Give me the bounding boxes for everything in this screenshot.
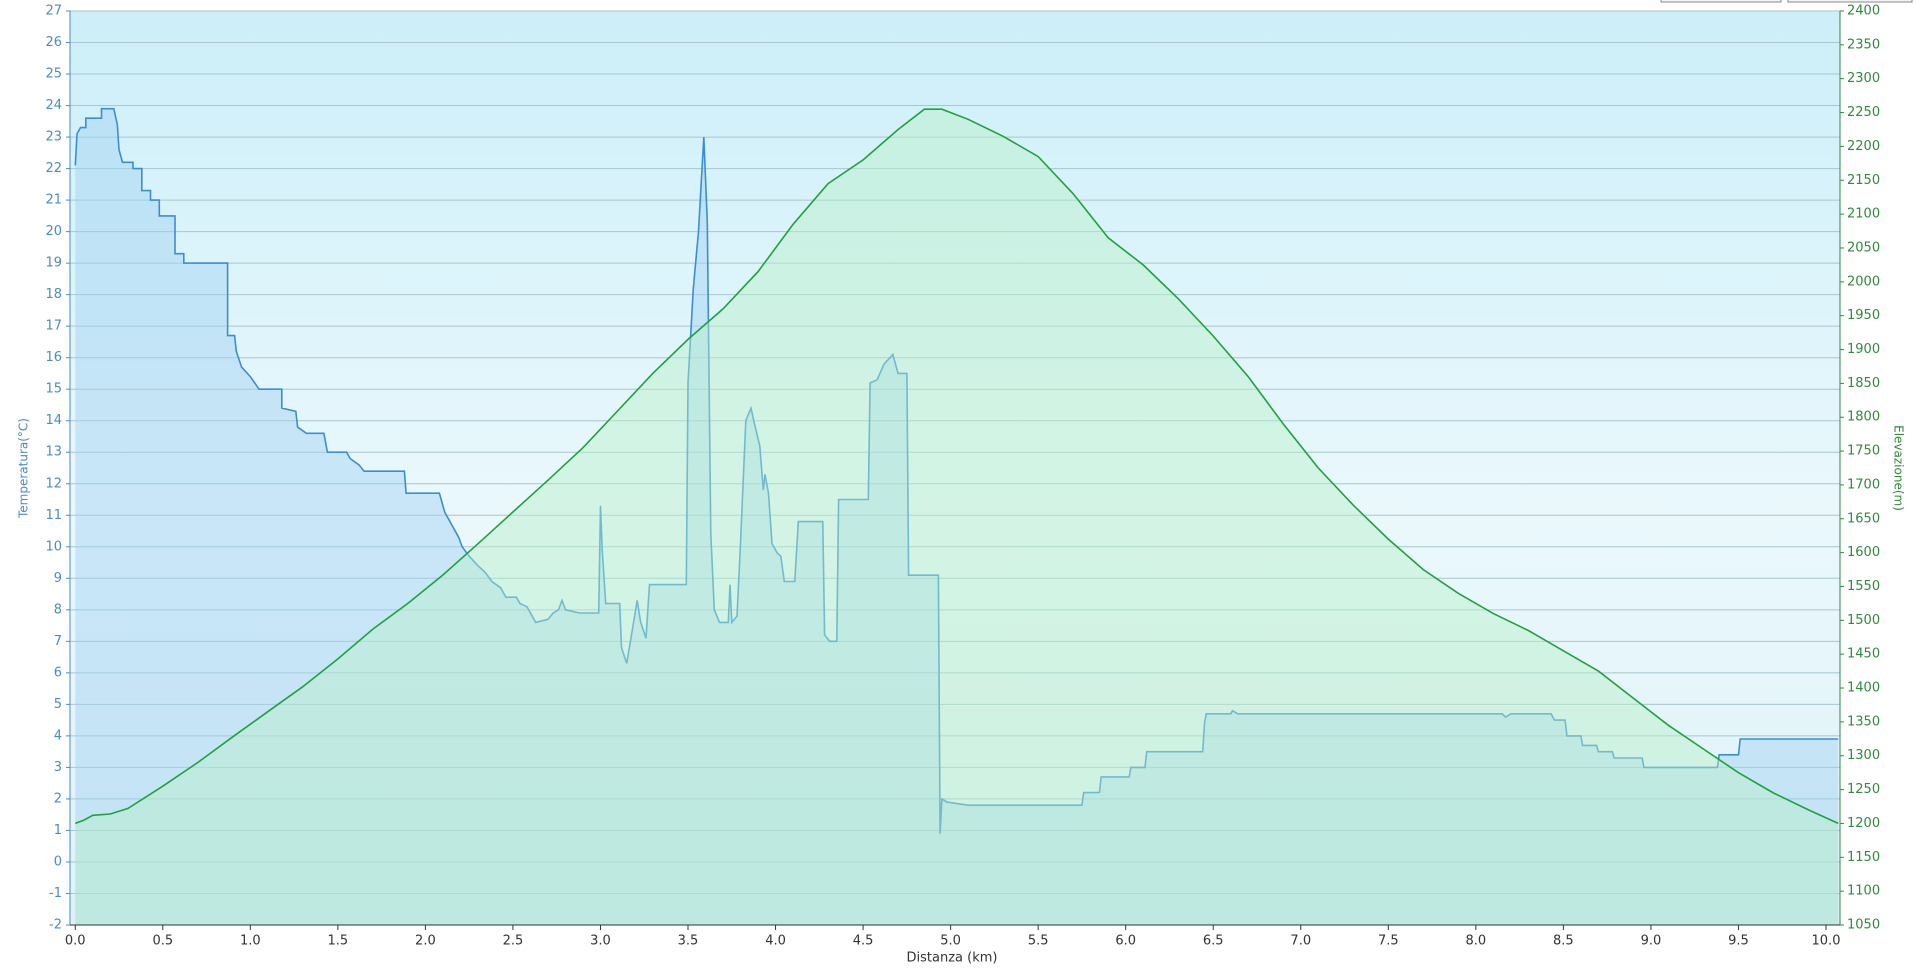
- x-tick-label: 6.5: [1203, 934, 1224, 949]
- y2-tick-label: 1250: [1847, 782, 1880, 797]
- y-tick-label: 23: [45, 130, 62, 145]
- y-tick-label: 19: [45, 256, 62, 271]
- x-tick-label: 5.5: [1028, 934, 1049, 949]
- y-tick-label: 10: [45, 539, 62, 554]
- y-tick-label: -1: [49, 886, 62, 901]
- y2-tick-label: 1900: [1847, 342, 1880, 357]
- y-tick-label: 1: [54, 823, 62, 838]
- x-tick-label: 4.5: [853, 934, 874, 949]
- y2-tick-label: 1050: [1847, 918, 1880, 933]
- y2-tick-label: 1850: [1847, 376, 1880, 391]
- x-tick-label: 0.5: [152, 934, 173, 949]
- y-tick-label: 22: [45, 161, 62, 176]
- y2-tick-label: 2000: [1847, 274, 1880, 289]
- y-tick-label: 15: [45, 382, 62, 397]
- x-tick-label: 9.5: [1728, 934, 1749, 949]
- x-tick-label: 3.0: [590, 934, 611, 949]
- y2-tick-label: 1500: [1847, 613, 1880, 628]
- y2-tick-label: 1750: [1847, 444, 1880, 459]
- y-tick-label: 24: [45, 98, 62, 113]
- y-tick-label: 3: [54, 760, 62, 775]
- y-tick-label: 17: [45, 319, 62, 334]
- y2-tick-label: 1450: [1847, 647, 1880, 662]
- y2-tick-label: 1550: [1847, 579, 1880, 594]
- y-tick-label: 4: [54, 728, 62, 743]
- y2-tick-label: 2400: [1847, 4, 1880, 19]
- y-tick-label: 12: [45, 476, 62, 491]
- button[interactable]: [1660, 0, 1782, 3]
- x-tick-label: 3.5: [678, 934, 699, 949]
- x-tick-label: 1.5: [328, 934, 349, 949]
- y-tick-label: 7: [54, 634, 62, 649]
- x-tick-label: 5.0: [940, 934, 961, 949]
- y2-tick-label: 1950: [1847, 308, 1880, 323]
- x-tick-label: 2.5: [503, 934, 524, 949]
- y2-tick-label: 1100: [1847, 884, 1880, 899]
- y-tick-label: 26: [45, 35, 62, 50]
- button[interactable]: [1787, 0, 1913, 3]
- y-tick-label: 20: [45, 224, 62, 239]
- y-tick-label: 25: [45, 67, 62, 82]
- x-tick-label: 6.0: [1115, 934, 1136, 949]
- y2-tick-label: 1800: [1847, 410, 1880, 425]
- x-tick-label: 1.0: [240, 934, 261, 949]
- x-axis-label: Distanza (km): [907, 951, 998, 966]
- y-tick-label: 9: [54, 571, 62, 586]
- y-tick-label: 27: [45, 4, 62, 19]
- y-tick-label: 8: [54, 602, 62, 617]
- y2-tick-label: 2300: [1847, 71, 1880, 86]
- y-tick-label: 6: [54, 665, 62, 680]
- y2-tick-label: 1350: [1847, 714, 1880, 729]
- y-tick-label: 5: [54, 697, 62, 712]
- y2-tick-label: 1200: [1847, 816, 1880, 831]
- y-tick-label: 13: [45, 445, 62, 460]
- x-tick-label: 7.0: [1290, 934, 1311, 949]
- x-tick-label: 2.0: [415, 934, 436, 949]
- x-tick-label: 8.0: [1466, 934, 1487, 949]
- y-tick-label: 18: [45, 287, 62, 302]
- y2-tick-label: 1700: [1847, 477, 1880, 492]
- y2-tick-label: 2200: [1847, 139, 1880, 154]
- line: [75, 108, 1839, 825]
- y2-tick-label: 1400: [1847, 681, 1880, 696]
- y2-tick-label: 1150: [1847, 850, 1880, 865]
- line: [74, 107, 1839, 834]
- x-tick-label: 8.5: [1553, 934, 1574, 949]
- plot-area: [70, 11, 1840, 925]
- y2-tick-label: 2050: [1847, 240, 1880, 255]
- x-tick-label: 0.0: [65, 934, 86, 949]
- y-tick-label: 14: [45, 413, 62, 428]
- area-fill: [75, 108, 1839, 925]
- y2-tick-label: 2350: [1847, 37, 1880, 52]
- x-tick-label: 9.0: [1641, 934, 1662, 949]
- x-tick-label: 7.5: [1378, 934, 1399, 949]
- y-tick-label: 11: [45, 508, 62, 523]
- area-fill: [75, 109, 1839, 925]
- y2-tick-label: 2100: [1847, 207, 1880, 222]
- y-tick-label: 21: [45, 193, 62, 208]
- x-tick-label: 4.0: [765, 934, 786, 949]
- y-tick-label: 0: [54, 854, 62, 869]
- x-tick-label: 10.0: [1812, 934, 1841, 949]
- y-tick-label: -2: [49, 918, 62, 933]
- y-axis-label: Temperatura(°C): [17, 418, 31, 519]
- y2-tick-label: 1300: [1847, 748, 1880, 763]
- y2-tick-label: 2150: [1847, 173, 1880, 188]
- y2-tick-label: 1600: [1847, 545, 1880, 560]
- y2-tick-label: 2250: [1847, 105, 1880, 120]
- y-tick-label: 16: [45, 350, 62, 365]
- y-tick-label: 2: [54, 791, 62, 806]
- y2-tick-label: 1650: [1847, 511, 1880, 526]
- y2-axis-label: Elevazione(m): [1892, 425, 1906, 511]
